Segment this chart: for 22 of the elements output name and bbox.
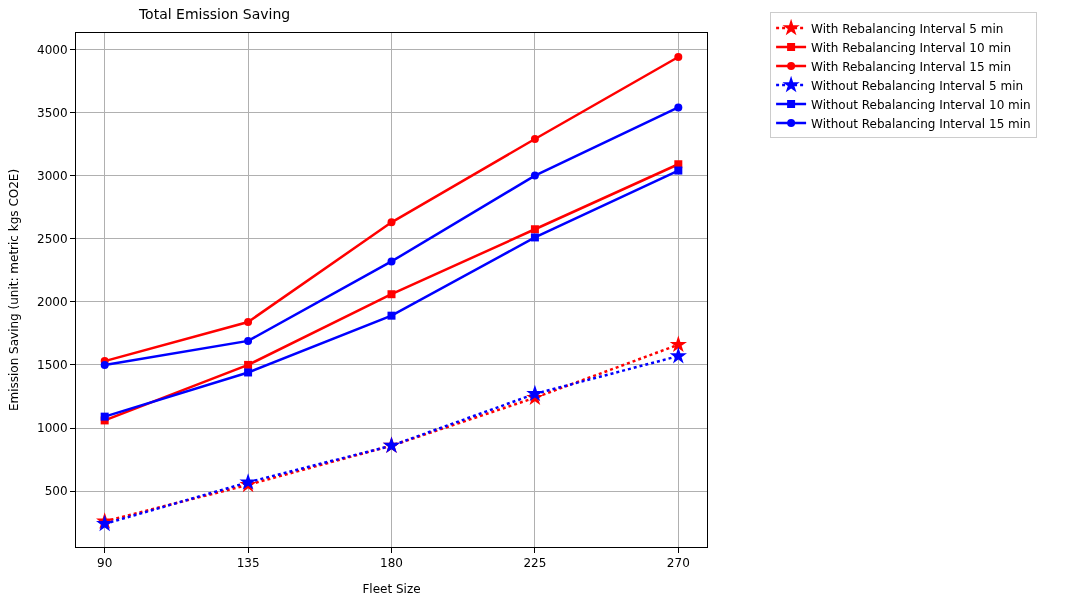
x-tick-label: 90 <box>97 556 113 571</box>
y-tick-label: 1000 <box>37 421 68 436</box>
legend-label: Without Rebalancing Interval 10 min <box>811 97 1031 112</box>
legend-label: Without Rebalancing Interval 15 min <box>811 116 1031 131</box>
y-tick-label: 1500 <box>37 358 68 373</box>
y-tick-label: 2000 <box>37 295 68 309</box>
chart-title: Total Emission Saving <box>137 5 291 22</box>
x-tick-label: 225 <box>523 556 547 571</box>
x-tick-label: 135 <box>236 556 260 571</box>
y-tick-label: 3000 <box>37 168 68 183</box>
x-tick-label: 270 <box>666 556 690 571</box>
y-tick-label: 3500 <box>37 105 68 120</box>
y-tick-label: 4000 <box>37 42 68 57</box>
x-axis-title: Fleet Size <box>362 582 421 597</box>
y-tick-label: 500 <box>44 484 68 499</box>
legend-label: With Rebalancing Interval 10 min <box>811 40 1012 55</box>
y-axis-title: Emission Saving (unit: metric kgs CO2E) <box>7 168 22 412</box>
legend-label: With Rebalancing Interval 15 min <box>811 59 1012 74</box>
y-tick-label: 2500 <box>37 231 68 246</box>
legend-label: With Rebalancing Interval 5 min <box>811 21 1004 36</box>
x-tick-label: 180 <box>380 556 403 571</box>
legend-label: Without Rebalancing Interval 5 min <box>811 78 1024 93</box>
